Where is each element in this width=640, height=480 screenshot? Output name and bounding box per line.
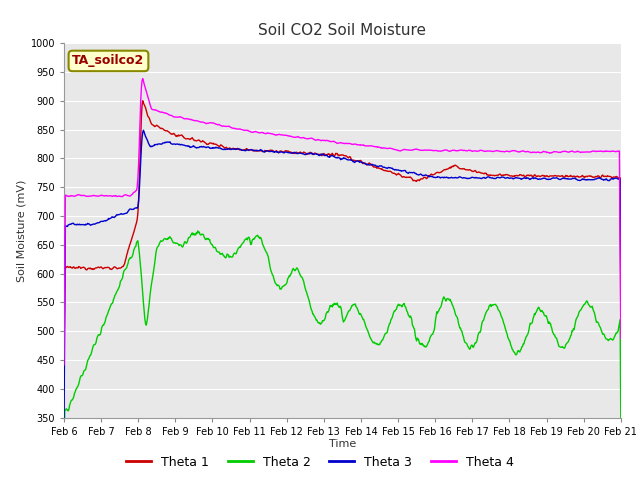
Legend: Theta 1, Theta 2, Theta 3, Theta 4: Theta 1, Theta 2, Theta 3, Theta 4	[121, 451, 519, 474]
Title: Soil CO2 Soil Moisture: Soil CO2 Soil Moisture	[259, 23, 426, 38]
X-axis label: Time: Time	[329, 439, 356, 449]
Text: TA_soilco2: TA_soilco2	[72, 54, 145, 67]
Y-axis label: Soil Moisture (mV): Soil Moisture (mV)	[16, 179, 26, 282]
